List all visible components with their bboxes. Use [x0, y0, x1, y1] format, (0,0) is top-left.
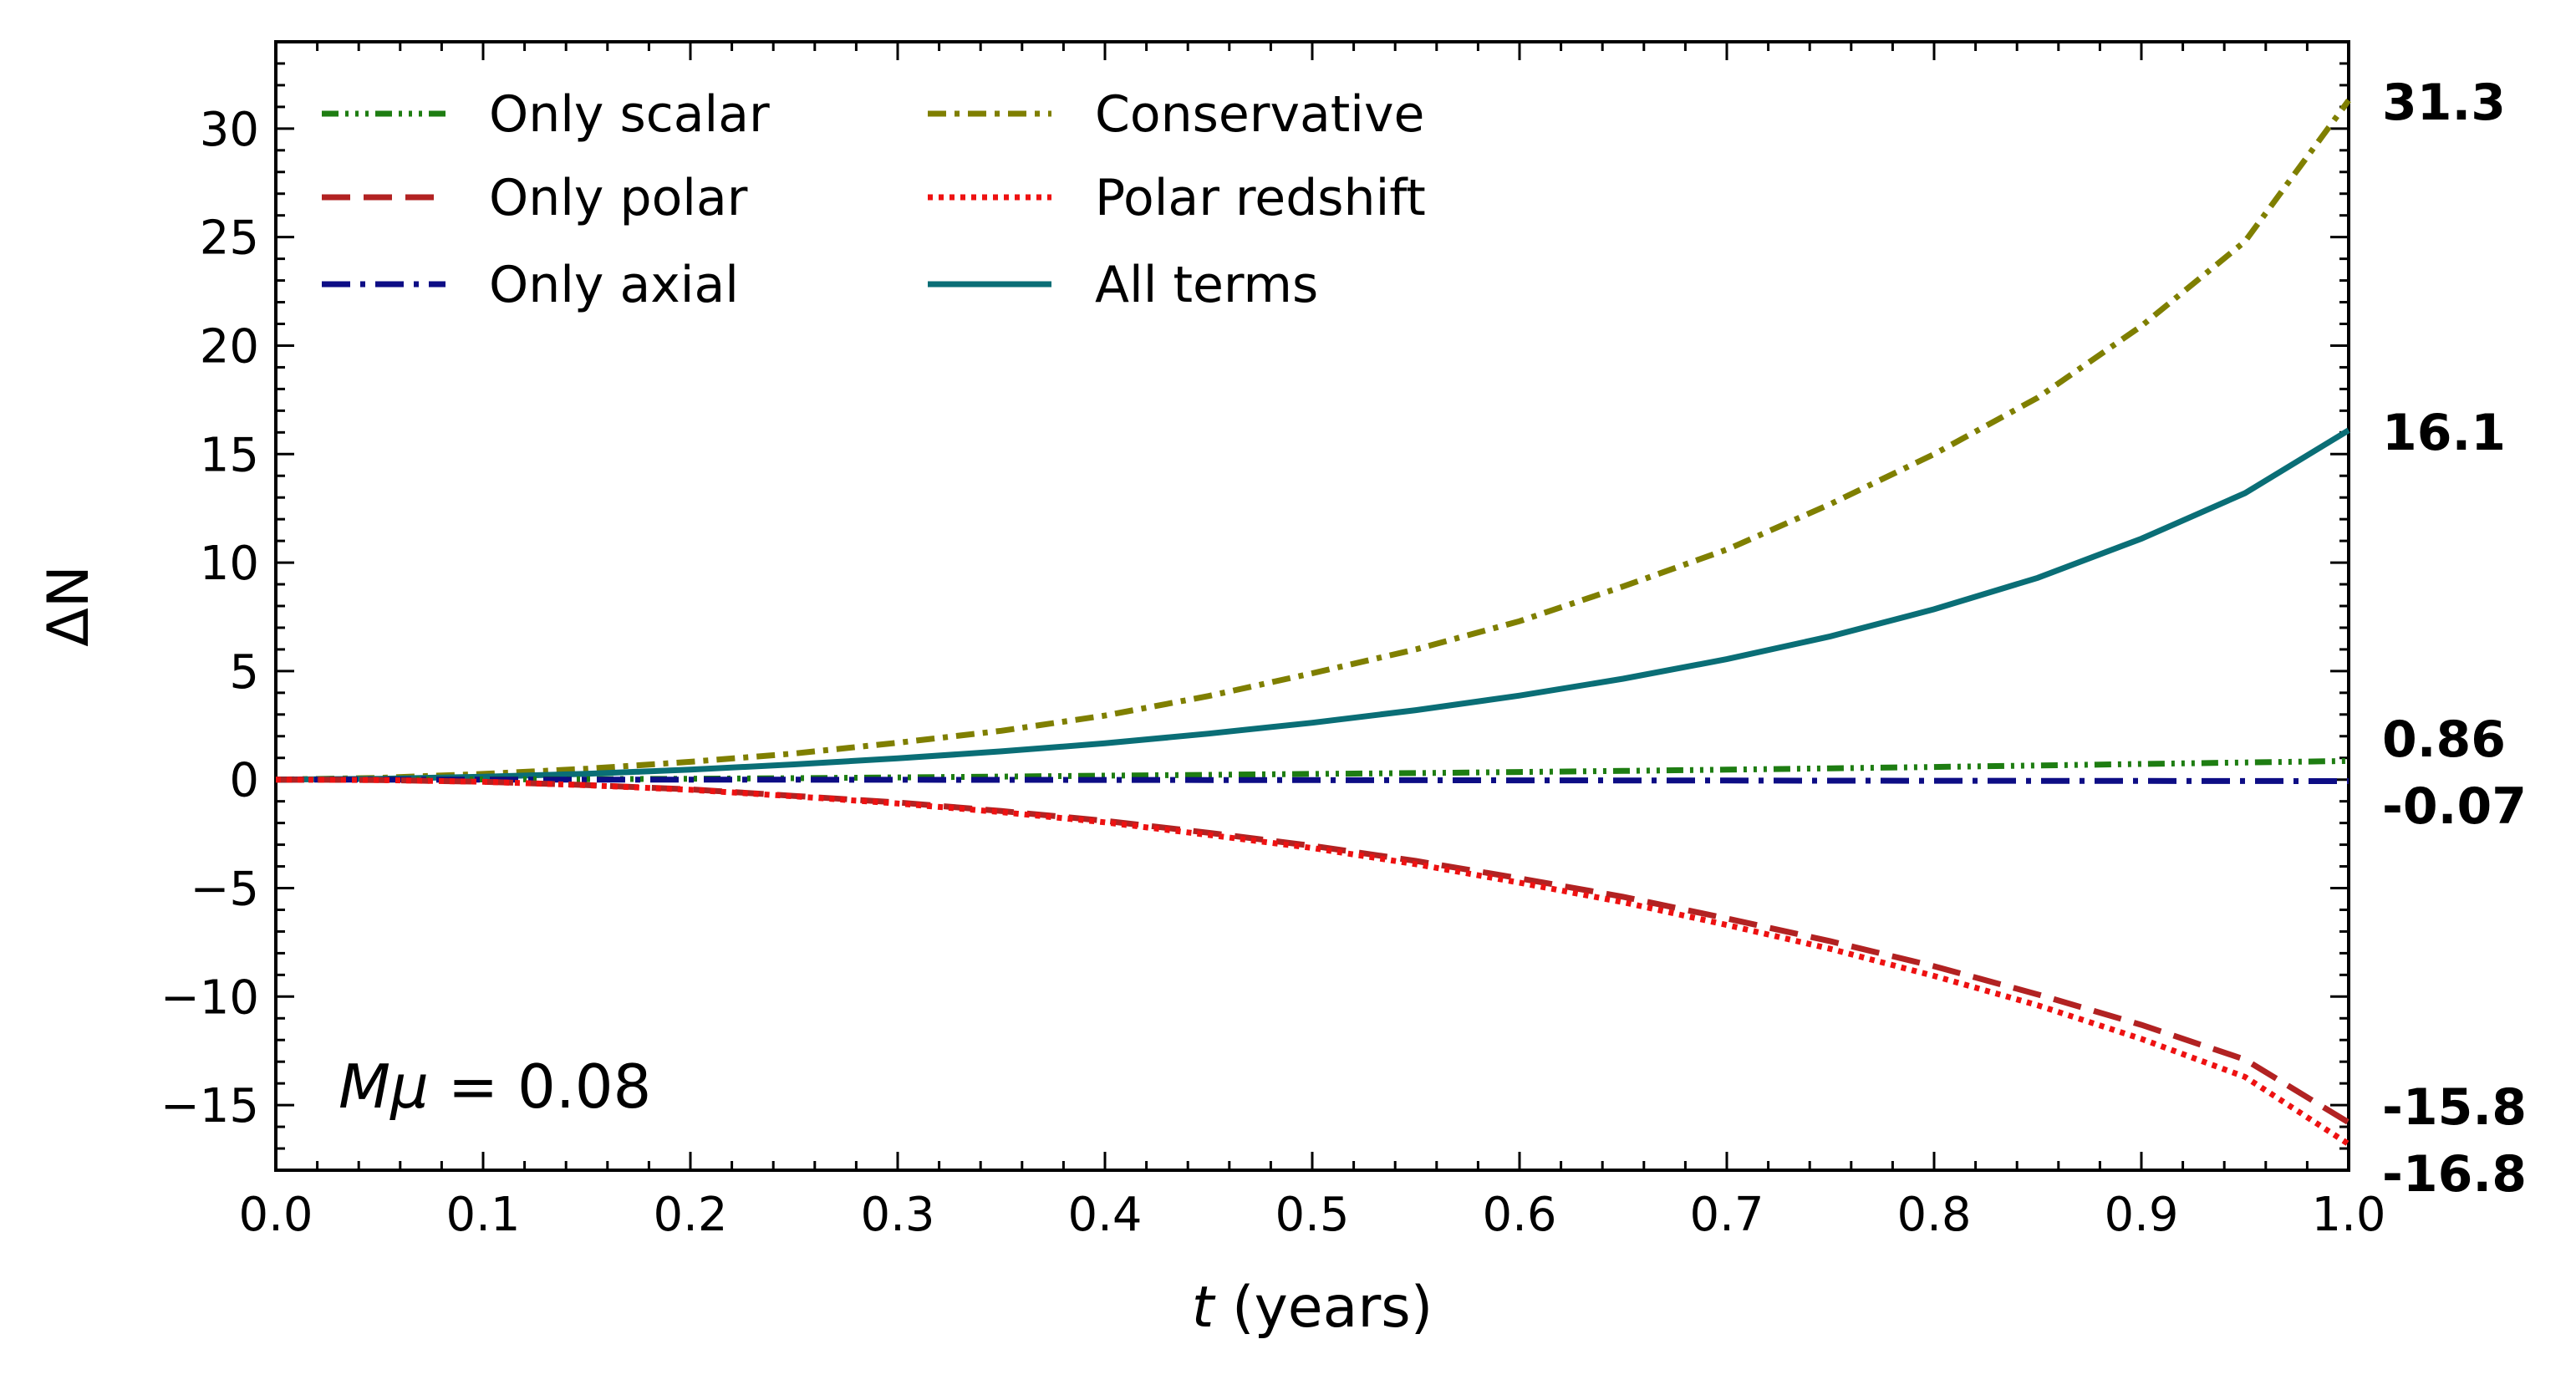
annotation-lhs: Mμ [339, 1052, 429, 1122]
y-tick-label: −15 [160, 1079, 259, 1133]
annotation-rhs: = 0.08 [429, 1052, 651, 1122]
legend-label-polar: Only polar [489, 169, 748, 227]
x-tick-label: 0.5 [1275, 1188, 1349, 1242]
x-tick-label: 1.0 [2311, 1188, 2385, 1242]
x-tick-label: 0.7 [1689, 1188, 1764, 1242]
y-tick-label: −10 [160, 970, 259, 1025]
legend: Only scalar Only polar Only axial Conservat… [322, 85, 1426, 314]
legend-label-axial: Only axial [489, 256, 739, 314]
y-tick-label: −5 [190, 863, 259, 917]
end-label-polar: -15.8 [2382, 1078, 2527, 1137]
x-tick-label: 0.6 [1482, 1188, 1556, 1242]
x-tick-label: 0.0 [238, 1188, 313, 1242]
legend-label-redshift: Polar redshift [1095, 169, 1426, 227]
legend-label-all: All terms [1095, 256, 1318, 314]
series-line-all [275, 427, 2350, 783]
axis-ticks: 0.0 0.1 0.2 0.3 0.4 0.5 0.6 0.7 0.8 0.9 1.0 30 25 20 1… [160, 40, 2386, 1242]
series-line-polar [275, 777, 2350, 1125]
y-tick-label: 10 [200, 537, 259, 591]
end-label-axial: -0.07 [2382, 777, 2527, 836]
y-axis-title: ΔN [36, 565, 102, 646]
legend-label-scalar: Only scalar [489, 85, 770, 144]
y-tick-label: 30 [200, 103, 259, 157]
end-label-conservative: 31.3 [2382, 74, 2506, 132]
annotation-mass-coupling: Mμ = 0.08 [339, 1052, 651, 1122]
y-tick-label: 20 [200, 319, 259, 374]
series-layer [275, 99, 2351, 1147]
x-axis-title-rest: (years) [1214, 1275, 1433, 1341]
x-axis-title-var: t [1192, 1275, 1216, 1341]
x-tick-label: 0.9 [2104, 1188, 2178, 1242]
y-tick-label: 25 [200, 211, 259, 266]
end-label-all: 16.1 [2382, 404, 2506, 462]
x-tick-label: 0.1 [445, 1188, 520, 1242]
series-line-conservative [275, 99, 2351, 783]
x-axis-title: t (years) [1192, 1275, 1433, 1341]
x-tick-label: 0.4 [1067, 1188, 1142, 1242]
end-label-scalar: 0.86 [2382, 710, 2506, 769]
x-tick-label: 0.2 [653, 1188, 727, 1242]
x-tick-label: 0.8 [1896, 1188, 1971, 1242]
end-label-redshift: -16.8 [2382, 1145, 2527, 1204]
y-tick-label: 0 [229, 754, 259, 808]
series-line-axial [276, 777, 2349, 784]
end-labels: 0.86 -15.8 -0.07 31.3 -16.8 16.1 [2382, 74, 2527, 1204]
y-tick-label: 15 [200, 428, 259, 482]
y-tick-label: 5 [229, 645, 259, 700]
legend-label-conservative: Conservative [1095, 85, 1424, 144]
x-tick-label: 0.3 [860, 1188, 934, 1242]
